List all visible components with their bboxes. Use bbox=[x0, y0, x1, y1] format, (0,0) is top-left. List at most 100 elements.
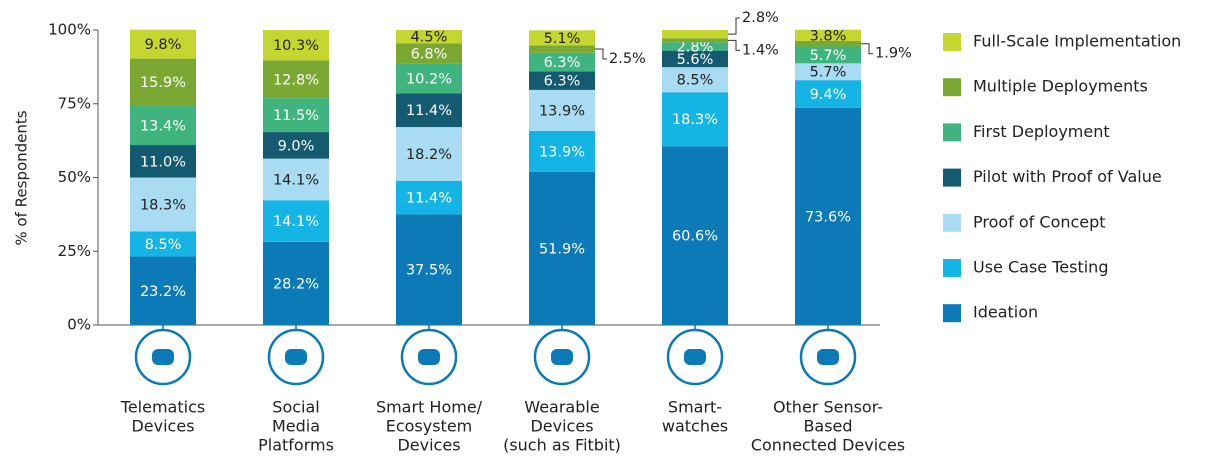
legend-label: Proof of Concept bbox=[973, 212, 1106, 231]
x-tick-label: Devices bbox=[530, 417, 593, 436]
legend-swatch bbox=[943, 168, 961, 187]
value-label: 60.6% bbox=[672, 229, 718, 245]
legend-swatch bbox=[943, 259, 961, 277]
value-label: 6.3% bbox=[544, 74, 581, 90]
value-label: 3.8% bbox=[810, 28, 847, 44]
callout-line bbox=[861, 43, 873, 55]
x-tick-label: Wearable bbox=[524, 398, 599, 417]
x-tick-label: Other Sensor- bbox=[773, 398, 883, 417]
bar-segment bbox=[130, 231, 196, 257]
bar-segment bbox=[263, 200, 329, 242]
bar-segment bbox=[529, 89, 595, 131]
icon-glyph bbox=[551, 349, 573, 365]
value-label: 11.4% bbox=[406, 191, 452, 207]
value-label: 13.4% bbox=[140, 118, 186, 134]
bar-segment bbox=[130, 105, 196, 146]
bar-segment bbox=[529, 171, 595, 325]
bar-segment bbox=[396, 214, 462, 325]
value-label: 14.1% bbox=[273, 172, 319, 188]
bar-segment bbox=[396, 127, 462, 181]
bar-segment bbox=[529, 130, 595, 172]
icon-glyph bbox=[418, 349, 440, 365]
legend-label: Ideation bbox=[973, 303, 1038, 322]
x-tick-label: Platforms bbox=[258, 436, 334, 455]
bar-segment bbox=[795, 40, 861, 47]
bar-segment bbox=[263, 30, 329, 61]
y-tick-label: 50% bbox=[58, 168, 91, 186]
bar-segment bbox=[396, 30, 462, 44]
icon-glyph bbox=[684, 349, 706, 365]
legend-label: Full-Scale Implementation bbox=[973, 32, 1181, 51]
value-label: 18.3% bbox=[672, 112, 718, 128]
x-tick-label: watches bbox=[662, 417, 728, 436]
x-tick-label: Smart Home/ bbox=[376, 398, 483, 417]
bar-segment bbox=[795, 29, 861, 41]
bar-segment bbox=[795, 107, 861, 325]
icon-glyph bbox=[152, 349, 174, 365]
bar-segment bbox=[263, 132, 329, 159]
y-axis-label: % of Respondents bbox=[13, 110, 31, 245]
value-label: 11.4% bbox=[406, 103, 452, 119]
value-label: 23.2% bbox=[140, 284, 186, 300]
y-tick-label: 100% bbox=[48, 21, 91, 39]
value-label: 13.9% bbox=[539, 144, 585, 160]
legend-swatch bbox=[943, 304, 961, 323]
value-label: 73.6% bbox=[805, 209, 851, 225]
bar-segment bbox=[662, 38, 728, 43]
bar-segment bbox=[662, 146, 728, 325]
bar-segment bbox=[396, 43, 462, 64]
bar-segment bbox=[263, 60, 329, 99]
value-label: 12.8% bbox=[273, 72, 319, 88]
bar-segment bbox=[662, 67, 728, 93]
bar-segment bbox=[396, 63, 462, 94]
bar-segment bbox=[130, 29, 196, 59]
value-label: 37.5% bbox=[406, 263, 452, 279]
value-label: 5.1% bbox=[544, 31, 581, 47]
legend-label: First Deployment bbox=[973, 122, 1110, 141]
value-label: 15.9% bbox=[140, 75, 186, 91]
value-label: 2.8% bbox=[742, 10, 779, 26]
value-label: 5.6% bbox=[677, 52, 714, 68]
bar-segment bbox=[662, 50, 728, 68]
legend-swatch bbox=[943, 78, 961, 97]
bar-segment bbox=[662, 92, 728, 147]
x-tick-label: Devices bbox=[397, 436, 460, 455]
bar-segment bbox=[263, 98, 329, 133]
value-label: 10.2% bbox=[406, 71, 452, 87]
x-tick-label: Smart- bbox=[668, 398, 722, 417]
x-tick-label: Media bbox=[272, 417, 320, 436]
callout-line bbox=[595, 48, 607, 60]
value-label: 9.0% bbox=[278, 138, 315, 154]
bar-segment bbox=[263, 158, 329, 201]
x-tick-label: Devices bbox=[131, 417, 194, 436]
bar-segment bbox=[795, 80, 861, 108]
legend-label: Use Case Testing bbox=[973, 258, 1108, 277]
icon-glyph bbox=[285, 349, 307, 365]
value-label: 5.7% bbox=[810, 65, 847, 81]
x-tick-label: Connected Devices bbox=[751, 436, 905, 455]
bar-segment bbox=[795, 46, 861, 64]
x-tick-label: Based bbox=[803, 417, 852, 436]
callout-line bbox=[728, 39, 740, 51]
bar-segment bbox=[130, 177, 196, 232]
bar-segment bbox=[130, 58, 196, 106]
value-label: 1.4% bbox=[742, 42, 779, 58]
value-label: 11.0% bbox=[140, 154, 186, 170]
bar-segment bbox=[130, 256, 196, 325]
legend-swatch bbox=[943, 213, 961, 232]
x-tick-label: Social bbox=[272, 398, 319, 417]
bar-segment bbox=[662, 30, 728, 39]
legend-swatch bbox=[943, 123, 961, 142]
bar-segment bbox=[795, 63, 861, 81]
icon-glyph bbox=[817, 349, 839, 365]
value-label: 11.5% bbox=[273, 108, 319, 124]
bar-segment bbox=[396, 180, 462, 215]
bar-segment bbox=[662, 42, 728, 51]
value-label: 28.2% bbox=[273, 276, 319, 292]
value-label: 18.2% bbox=[406, 147, 452, 163]
bar-segment bbox=[529, 30, 595, 46]
value-label: 1.9% bbox=[875, 46, 912, 62]
value-label: 9.8% bbox=[145, 37, 182, 53]
y-tick-label: 25% bbox=[58, 242, 91, 260]
